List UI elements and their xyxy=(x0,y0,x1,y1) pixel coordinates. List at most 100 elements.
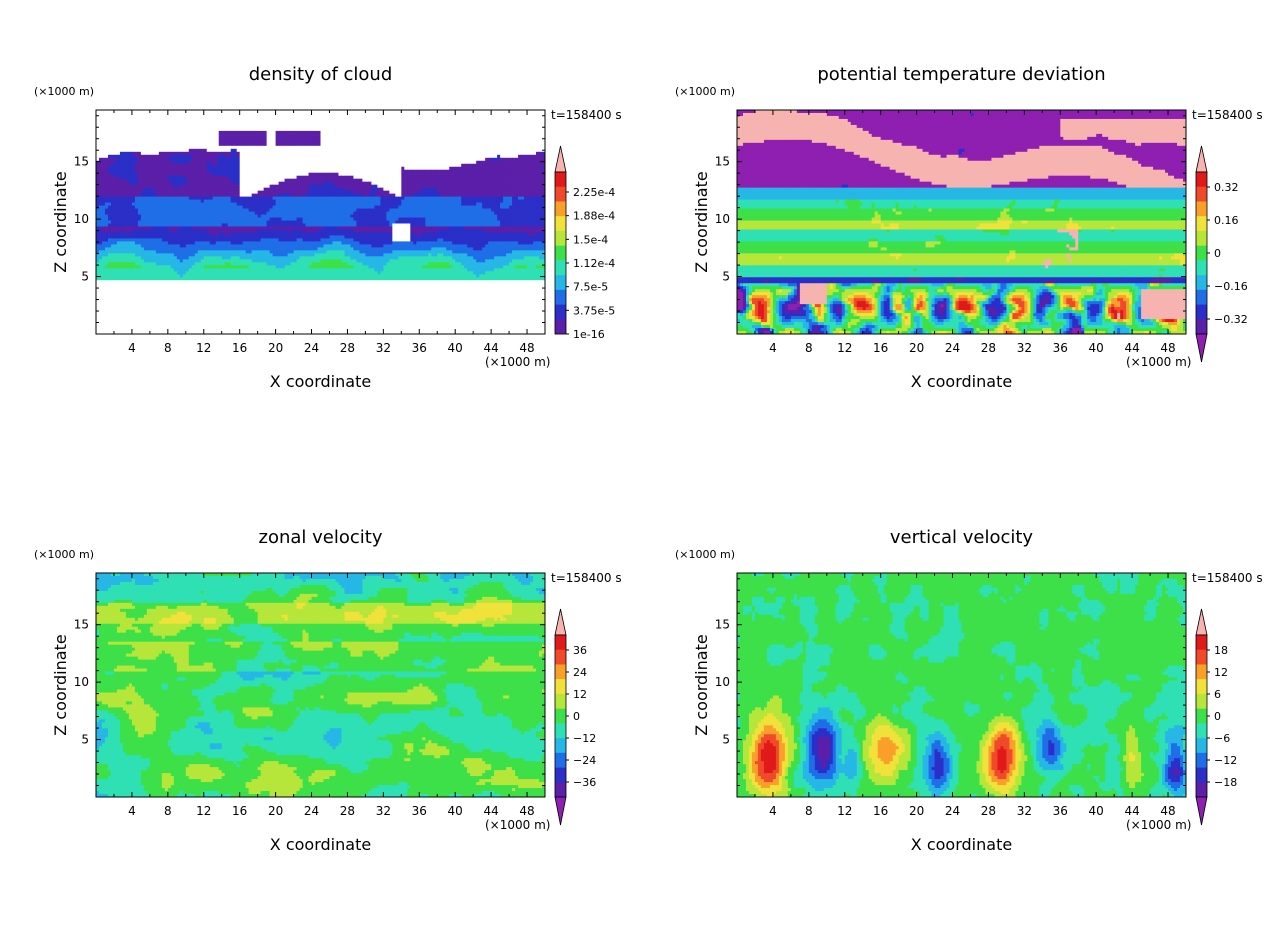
heatmap-cell xyxy=(212,184,217,189)
heatmap-cell xyxy=(386,163,390,168)
heatmap-cell xyxy=(254,118,259,123)
heatmap-cell xyxy=(470,175,474,180)
heatmap-cell xyxy=(305,166,309,171)
heatmap-cell xyxy=(254,145,259,150)
heatmap-cell xyxy=(386,115,390,120)
heatmap-cell xyxy=(263,121,268,126)
heatmap-cell xyxy=(464,169,468,174)
heatmap-cell xyxy=(299,130,303,135)
heatmap-cell xyxy=(278,193,282,198)
heatmap-cell xyxy=(425,136,429,141)
heatmap-cell xyxy=(200,202,205,206)
heatmap-cell xyxy=(233,142,238,147)
heatmap-cell xyxy=(332,148,336,153)
heatmap-cell xyxy=(344,196,348,200)
heatmap-cell xyxy=(281,187,285,192)
heatmap-cell xyxy=(149,142,154,147)
heatmap-cell xyxy=(155,157,160,162)
heatmap-cell xyxy=(422,130,426,135)
heatmap-cell xyxy=(335,166,339,171)
heatmap-cell xyxy=(347,112,351,117)
heatmap-cell xyxy=(494,175,498,180)
heatmap-cell xyxy=(218,178,223,183)
heatmap-cell xyxy=(254,110,259,114)
heatmap-cell xyxy=(236,148,241,153)
heatmap-cell xyxy=(278,205,282,209)
heatmap-cell xyxy=(200,181,205,186)
heatmap-cell xyxy=(167,157,172,162)
heatmap-cell xyxy=(260,169,265,174)
heatmap-cell xyxy=(377,118,381,123)
heatmap-cell xyxy=(113,148,118,153)
heatmap-cell xyxy=(455,133,459,138)
heatmap-cell xyxy=(521,160,525,165)
heatmap-cell xyxy=(455,175,459,180)
heatmap-cell xyxy=(434,124,438,129)
heatmap-cell xyxy=(170,127,175,132)
heatmap-cell xyxy=(98,121,103,126)
heatmap-cell xyxy=(401,187,405,192)
heatmap-cell xyxy=(200,110,205,114)
heatmap-cell xyxy=(533,202,537,206)
heatmap-cell xyxy=(494,181,498,186)
heatmap-cell xyxy=(518,163,522,168)
heatmap-cell xyxy=(410,112,414,117)
heatmap-cell xyxy=(212,190,217,195)
heatmap-cell xyxy=(236,142,241,147)
heatmap-cell xyxy=(194,163,199,168)
heatmap-cell xyxy=(329,148,333,153)
heatmap-cell xyxy=(269,148,273,153)
heatmap-cell xyxy=(260,175,265,180)
heatmap-cell xyxy=(329,151,333,156)
heatmap-cell xyxy=(446,175,450,180)
heatmap-cell xyxy=(197,148,202,153)
heatmap-cell xyxy=(176,110,181,114)
heatmap-cell xyxy=(149,112,154,117)
heatmap-cell xyxy=(257,124,262,129)
heatmap-cell xyxy=(116,160,121,165)
heatmap-cell xyxy=(107,196,112,200)
heatmap-cell xyxy=(335,160,339,165)
heatmap-cell xyxy=(386,190,390,195)
heatmap-cell xyxy=(362,166,366,171)
heatmap-cell xyxy=(122,148,127,153)
heatmap-cell xyxy=(140,169,145,174)
heatmap-cell xyxy=(197,181,202,186)
heatmap-cell xyxy=(119,193,124,198)
heatmap-cell xyxy=(362,160,366,165)
heatmap-cell xyxy=(431,127,435,132)
heatmap-cell xyxy=(317,202,321,206)
heatmap-cell xyxy=(200,193,205,198)
heatmap-cell xyxy=(269,193,273,198)
heatmap-cell xyxy=(272,178,276,183)
heatmap-cell xyxy=(533,118,537,123)
heatmap-cell xyxy=(473,157,477,162)
heatmap-cell xyxy=(512,160,516,165)
heatmap-cell xyxy=(506,187,510,192)
heatmap-cell xyxy=(398,142,402,147)
heatmap-cell xyxy=(368,136,372,141)
heatmap-cell xyxy=(509,187,513,192)
heatmap-cell xyxy=(248,136,253,141)
heatmap-cell xyxy=(494,151,498,156)
heatmap-cell xyxy=(218,190,223,195)
heatmap-cell xyxy=(512,199,516,203)
heatmap-cell xyxy=(434,169,438,174)
heatmap-cell xyxy=(380,187,384,192)
heatmap-cell xyxy=(350,196,354,200)
heatmap-cell xyxy=(200,163,205,168)
heatmap-cell xyxy=(233,136,238,141)
heatmap-cell xyxy=(524,163,528,168)
heatmap-cell xyxy=(128,208,133,212)
heatmap-cell xyxy=(377,124,381,129)
heatmap-cell xyxy=(446,127,450,132)
heatmap-cell xyxy=(521,196,525,200)
heatmap-cell xyxy=(149,115,154,120)
heatmap-cell xyxy=(200,190,205,195)
heatmap-cell xyxy=(134,187,139,192)
heatmap-cell xyxy=(119,190,124,195)
heatmap-cell xyxy=(116,187,121,192)
heatmap-cell xyxy=(242,163,247,168)
heatmap-cell xyxy=(281,148,285,153)
heatmap-cell xyxy=(185,136,190,141)
